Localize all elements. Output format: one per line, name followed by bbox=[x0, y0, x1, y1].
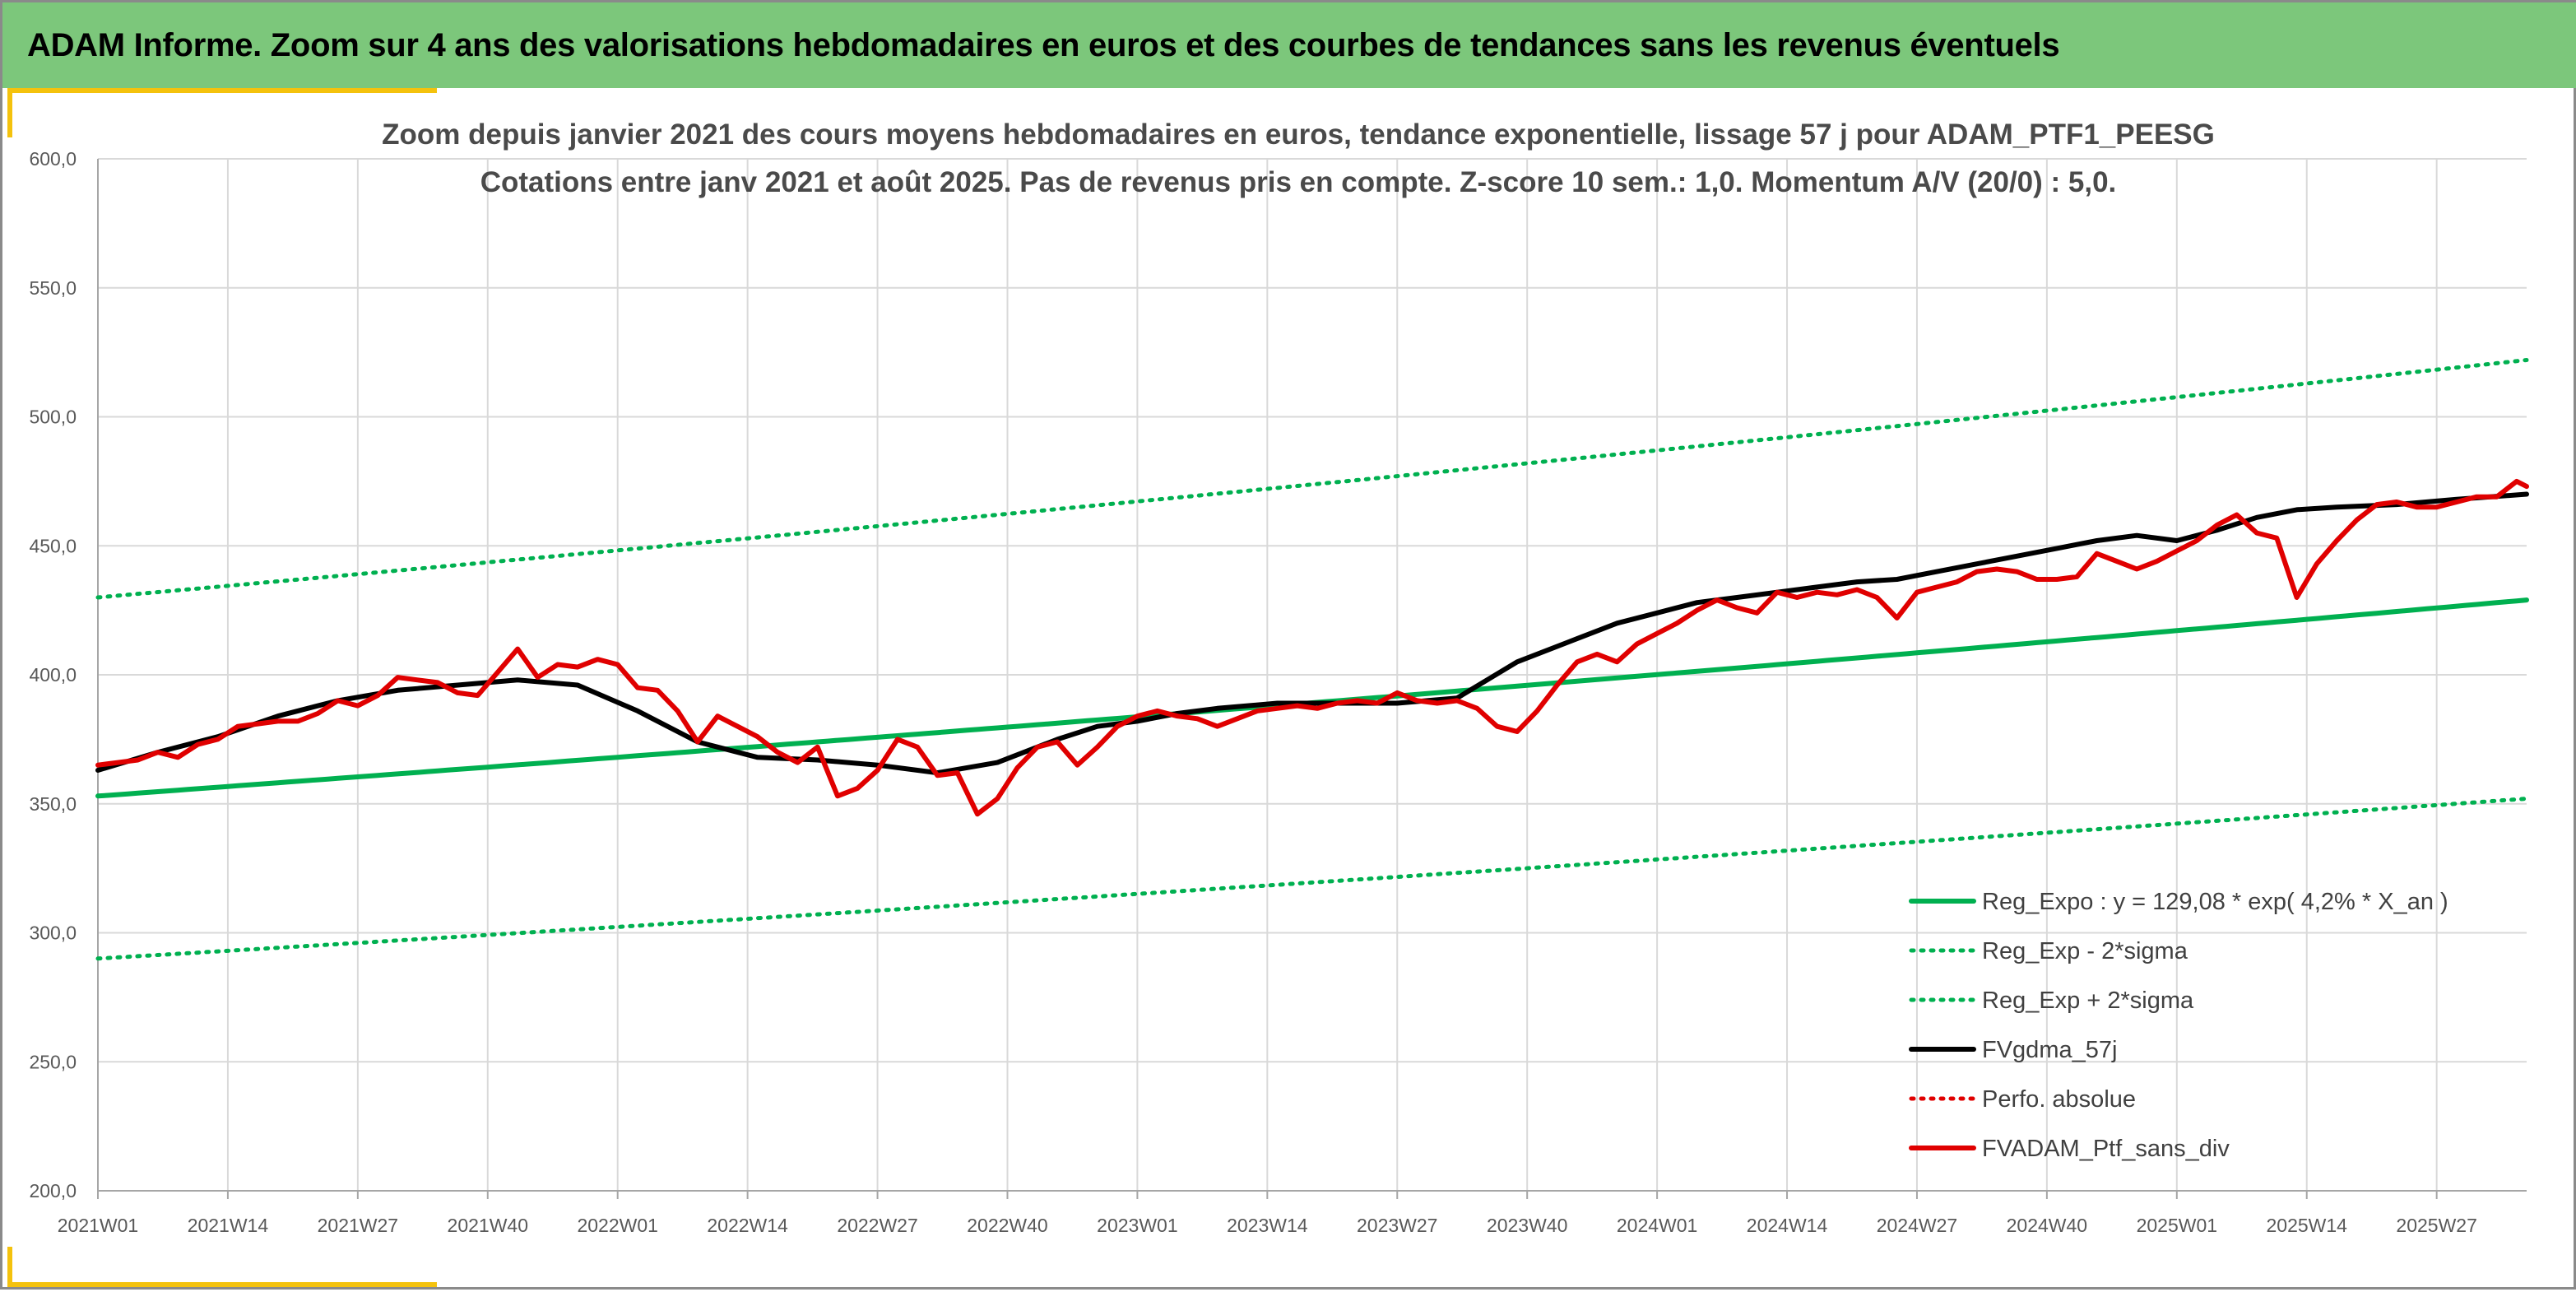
x-tick-label: 2024W14 bbox=[1747, 1215, 1828, 1236]
x-tick-label: 2025W14 bbox=[2267, 1215, 2348, 1236]
y-tick-label: 550,0 bbox=[29, 277, 77, 299]
x-tick-label: 2021W14 bbox=[188, 1215, 269, 1236]
legend-label: Reg_Expo : y = 129,08 * exp( 4,2% * X_an… bbox=[1982, 889, 2448, 915]
x-tick-label: 2025W27 bbox=[2396, 1215, 2476, 1236]
y-tick-label: 600,0 bbox=[29, 148, 77, 170]
x-tick-label: 2023W14 bbox=[1227, 1215, 1308, 1236]
axes: 200,0 250,0 300,0 350,0 400,0 450,0 500,0 550,0… bbox=[29, 148, 2527, 1236]
x-tick-label: 2024W40 bbox=[2007, 1215, 2087, 1236]
legend-label: Reg_Exp + 2*sigma bbox=[1982, 988, 2194, 1014]
y-tick-label: 400,0 bbox=[29, 664, 77, 686]
x-tick-label: 2023W27 bbox=[1357, 1215, 1437, 1236]
grid bbox=[97, 158, 2527, 1192]
chart-subtitle: Cotations entre janv 2021 et août 2025. … bbox=[480, 166, 2117, 198]
series-line-3 bbox=[95, 491, 2529, 776]
accent-bar-bottom bbox=[7, 1282, 437, 1287]
y-tick-label: 200,0 bbox=[29, 1180, 77, 1201]
accent-bar-top bbox=[7, 88, 437, 93]
legend-label: Perfo. absolue bbox=[1982, 1086, 2136, 1113]
legend: Reg_Expo : y = 129,08 * exp( 4,2% * X_an… bbox=[1909, 889, 2448, 1162]
x-tick-label: 2022W14 bbox=[707, 1215, 788, 1236]
legend-label: Reg_Exp - 2*sigma bbox=[1982, 938, 2188, 964]
y-tick-label: 300,0 bbox=[29, 923, 77, 944]
chart-title: Zoom depuis janvier 2021 des cours moyen… bbox=[382, 119, 2215, 151]
page-title: ADAM Informe. Zoom sur 4 ans des valoris… bbox=[27, 26, 2060, 63]
page-header: ADAM Informe. Zoom sur 4 ans des valoris… bbox=[2, 2, 2576, 88]
y-tick-label: 450,0 bbox=[29, 535, 77, 556]
series-line-0 bbox=[95, 597, 2529, 799]
x-tick-label: 2022W01 bbox=[577, 1215, 657, 1236]
x-tick-label: 2021W01 bbox=[58, 1215, 138, 1236]
y-tick-label: 500,0 bbox=[29, 407, 77, 428]
x-tick-label: 2022W27 bbox=[837, 1215, 917, 1236]
x-tick-label: 2024W01 bbox=[1617, 1215, 1697, 1236]
x-tick-label: 2025W01 bbox=[2137, 1215, 2217, 1236]
legend-label: FVgdma_57j bbox=[1982, 1037, 2117, 1063]
series-line-4 bbox=[95, 478, 2529, 817]
series bbox=[95, 358, 2529, 961]
legend-label: FVADAM_Ptf_sans_div bbox=[1982, 1136, 2230, 1162]
y-tick-label: 250,0 bbox=[29, 1051, 77, 1072]
x-tick-label: 2021W40 bbox=[448, 1215, 528, 1236]
accent-bar-bottom-left bbox=[7, 1247, 12, 1287]
x-tick-label: 2023W40 bbox=[1487, 1215, 1567, 1236]
series-line-2 bbox=[95, 358, 2529, 600]
x-tick-label: 2023W01 bbox=[1097, 1215, 1177, 1236]
y-tick-label: 350,0 bbox=[29, 793, 77, 815]
series-line-1 bbox=[95, 797, 2529, 961]
x-tick-label: 2024W27 bbox=[1877, 1215, 1957, 1236]
x-tick-label: 2021W27 bbox=[318, 1215, 398, 1236]
x-tick-label: 2022W40 bbox=[967, 1215, 1047, 1236]
accent-bar-left bbox=[7, 88, 12, 137]
